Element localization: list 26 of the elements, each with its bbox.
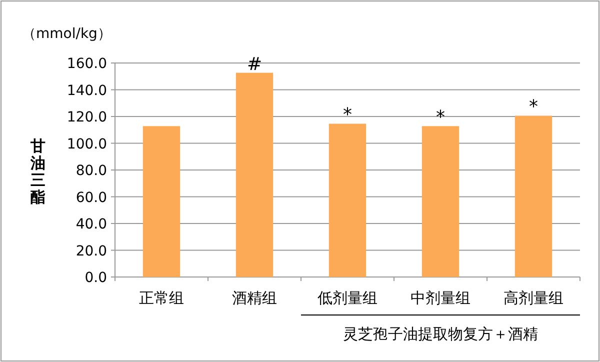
bar bbox=[236, 72, 274, 277]
y-tick-label: 40.0 bbox=[76, 216, 107, 232]
x-tick-label: 酒精组 bbox=[232, 289, 277, 307]
annotation: * bbox=[436, 107, 445, 128]
y-tick-label: 80.0 bbox=[76, 163, 107, 179]
annotation: # bbox=[246, 54, 262, 75]
annotation: * bbox=[529, 96, 538, 118]
y-tick-label: 60.0 bbox=[76, 190, 107, 206]
text: （mmol/kg） bbox=[22, 26, 112, 42]
bar bbox=[422, 126, 460, 277]
x-tick-label: 高剂量组 bbox=[504, 289, 564, 307]
x-tick-label: 低剂量组 bbox=[318, 289, 378, 307]
y-tick-label: 160.0 bbox=[66, 56, 107, 72]
bar bbox=[514, 116, 552, 277]
bar bbox=[328, 124, 366, 277]
annotation: * bbox=[343, 104, 352, 126]
y-tick-label: 120.0 bbox=[66, 110, 107, 126]
x-tick-label: 正常组 bbox=[139, 289, 184, 307]
y-axis-title: 甘油三酯 bbox=[30, 137, 46, 206]
y-tick-label: 140.0 bbox=[66, 82, 107, 99]
y-tick-label: 100.0 bbox=[66, 136, 107, 152]
x-tick-label: 中剂量组 bbox=[410, 289, 470, 307]
text: 灵芝孢子油提取物复方＋酒精 bbox=[343, 325, 538, 343]
y-tick-label: 20.0 bbox=[76, 243, 107, 260]
y-tick-label: 0.0 bbox=[84, 270, 107, 286]
bar bbox=[142, 126, 180, 277]
